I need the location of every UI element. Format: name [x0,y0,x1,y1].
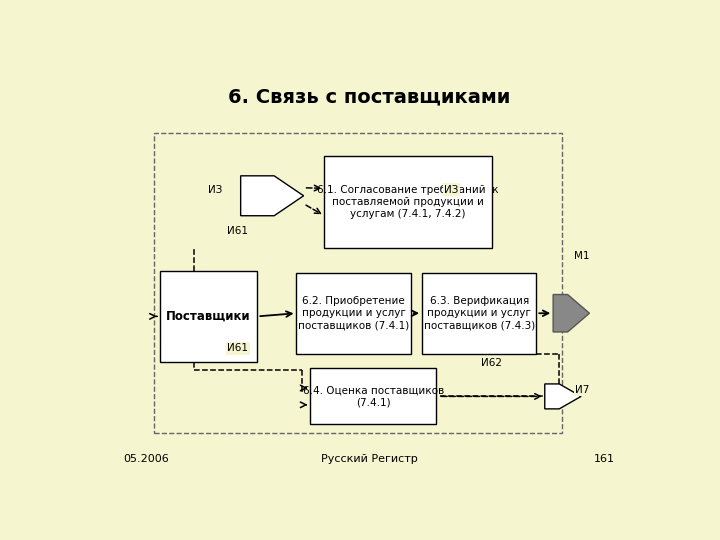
Bar [160,271,258,362]
Text: 6.2. Приобретение
продукции и услуг
поставщиков (7.4.1): 6.2. Приобретение продукции и услуг пост… [298,296,409,330]
Bar [324,156,492,248]
Text: 05.2006: 05.2006 [124,454,169,464]
Text: И61: И61 [228,343,248,353]
FancyArrow shape [553,294,590,332]
Text: ИЗ: ИЗ [444,185,459,194]
FancyArrow shape [545,384,581,409]
Text: И62: И62 [481,359,503,368]
Polygon shape [240,176,304,216]
Text: М1: М1 [575,251,590,261]
Text: Поставщики: Поставщики [166,310,251,323]
Text: 6. Связь с поставщиками: 6. Связь с поставщиками [228,87,510,107]
Bar [310,368,436,424]
Bar [422,273,536,354]
Text: ИЗ: ИЗ [208,185,222,194]
Text: 161: 161 [593,454,615,464]
Text: 6.1. Согласование требований  к
поставляемой продукции и
услугам (7.4.1, 7.4.2): 6.1. Согласование требований к поставляе… [318,185,499,219]
Text: Русский Регистр: Русский Регистр [320,454,418,464]
Text: И7: И7 [575,385,590,395]
Text: 6.3. Верификация
продукции и услуг
поставщиков (7.4.3): 6.3. Верификация продукции и услуг поста… [423,296,535,330]
Bar [154,133,562,433]
Text: 6.4. Оценка поставщиков
(7.4.1): 6.4. Оценка поставщиков (7.4.1) [302,385,444,408]
Bar [297,273,411,354]
Text: И61: И61 [228,226,248,236]
